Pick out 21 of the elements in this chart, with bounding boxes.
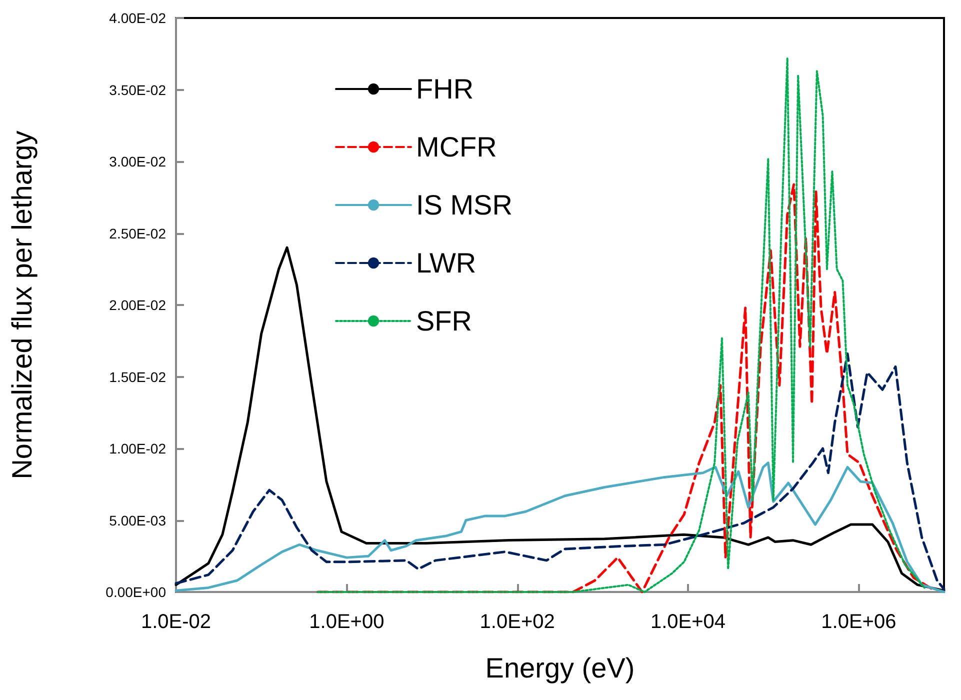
legend-label: SFR (416, 306, 472, 336)
x-tick-label: 1.0E+00 (309, 611, 384, 633)
y-tick-label: 0.00E+00 (106, 584, 166, 600)
x-axis-title: Energy (eV) (485, 652, 635, 684)
y-tick-label: 2.50E-02 (109, 225, 166, 242)
x-tick-label: 1.0E+04 (650, 611, 726, 633)
y-tick-label: 1.50E-02 (109, 368, 166, 385)
legend-label: FHR (416, 74, 474, 104)
legend-label: IS MSR (416, 190, 512, 220)
y-tick-label: 1.00E-02 (109, 440, 166, 456)
y-axis-title: Normalized flux per lethargy (6, 130, 38, 480)
x-tick-label: 1.0E+02 (480, 611, 555, 633)
y-tick-label: 3.50E-02 (109, 82, 166, 98)
x-tick-label: 1.0E-02 (140, 611, 212, 633)
y-tick-label: 3.00E-02 (109, 154, 166, 170)
y-tick-label: 4.00E-02 (109, 10, 166, 26)
y-tick-label: 2.00E-02 (109, 297, 166, 313)
y-tick-label: 5.00E-03 (109, 512, 166, 528)
legend-label: LWR (416, 248, 476, 278)
x-tick-label: 1.0E+06 (821, 611, 896, 633)
legend-label: MCFR (416, 132, 497, 162)
